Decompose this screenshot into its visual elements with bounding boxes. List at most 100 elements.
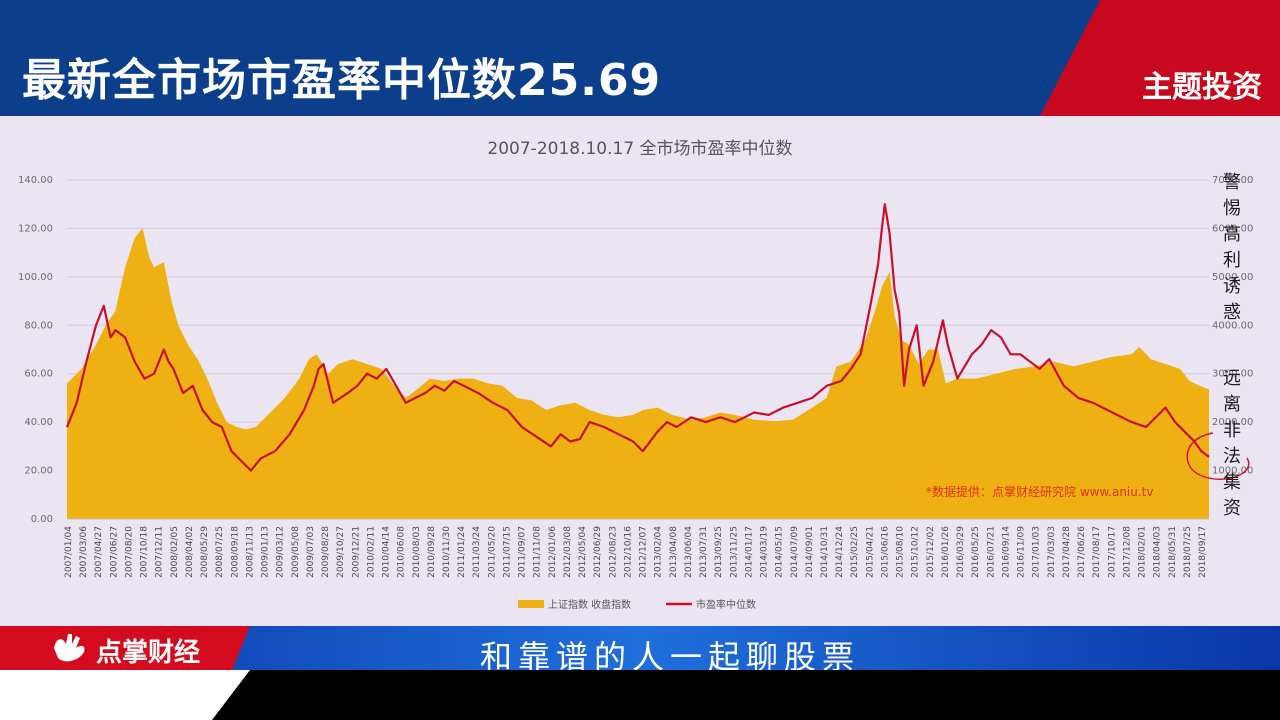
x-tick-label: 2016/09/14 xyxy=(1001,526,1011,578)
legend-label-index: 上证指数 收盘指数 xyxy=(548,598,631,611)
x-tick-label: 2011/01/24 xyxy=(457,526,467,578)
x-tick-label: 2014/12/24 xyxy=(835,526,845,578)
y-left-tick-label: 0.00 xyxy=(31,514,53,525)
x-tick-label: 2015/06/16 xyxy=(880,526,890,578)
x-tick-label: 2008/05/29 xyxy=(200,526,210,578)
x-tick-label: 2018/09/17 xyxy=(1198,526,1208,578)
x-tick-label: 2013/04/08 xyxy=(669,526,679,578)
chart-marks xyxy=(65,203,1210,519)
x-tick-label: 2009/01/13 xyxy=(261,526,271,578)
x-tick-label: 2013/07/31 xyxy=(699,526,709,578)
x-tick-label: 2009/05/08 xyxy=(291,526,301,578)
x-tick-label: 2012/12/07 xyxy=(639,526,649,578)
x-tick-label: 2014/07/09 xyxy=(790,526,800,578)
x-tick-label: 2010/06/08 xyxy=(397,526,407,578)
y-left-tick-label: 20.00 xyxy=(24,466,53,477)
circle-annotation xyxy=(1186,432,1250,480)
annotation-char: 利 xyxy=(1223,250,1241,271)
annotation-char: 惕 xyxy=(1223,198,1241,219)
x-tick-label: 2007/03/06 xyxy=(79,526,89,578)
y-right-tick-label: 4000.00 xyxy=(1212,320,1253,331)
x-tick-label: 2013/02/04 xyxy=(654,526,664,578)
chart-title: 2007-2018.10.17 全市场市盈率中位数 xyxy=(487,139,792,159)
y-axis-right: 1000.00 2000.00 3000.00 4000.00 5000.00 6000.… xyxy=(1212,175,1253,477)
y-left-tick-label: 80.00 xyxy=(24,320,53,331)
y-right-tick-label: 3000.00 xyxy=(1212,369,1253,380)
annotation-char: 集 xyxy=(1223,472,1241,493)
x-tick-label: 2017/01/03 xyxy=(1032,526,1042,578)
x-tick-label: 2017/03/03 xyxy=(1047,526,1057,578)
annotation-char: 远 xyxy=(1223,368,1241,389)
x-tick-label: 2018/05/31 xyxy=(1168,526,1178,578)
y-axis-left: 0.00 20.00 40.00 60.00 80.00 100.00 120.00 140.… xyxy=(18,175,53,525)
legend-label-pe: 市盈率中位数 xyxy=(696,598,756,611)
x-tick-label: 2015/12/02 xyxy=(926,526,936,578)
hand-circle xyxy=(1186,432,1250,480)
x-tick-label: 2008/02/05 xyxy=(170,526,180,578)
y-left-tick-label: 140.00 xyxy=(18,175,53,186)
source-note-text: *数据提供：点掌财经研究院 www.aniu.tv xyxy=(926,484,1154,499)
x-tick-label: 2017/04/28 xyxy=(1062,526,1072,578)
x-tick-label: 2007/08/20 xyxy=(124,526,134,578)
x-tick-label: 2012/08/23 xyxy=(608,526,618,578)
page-title: 最新全市场市盈率中位数25.69 xyxy=(22,55,662,106)
y-left-tick-label: 60.00 xyxy=(24,369,53,380)
x-tick-label: 2009/10/27 xyxy=(336,526,346,578)
annotation-char: 法 xyxy=(1223,446,1241,467)
y-right-tick-label: 6000.00 xyxy=(1212,223,1253,234)
x-tick-label: 2011/03/24 xyxy=(472,526,482,578)
annotation-char: 非 xyxy=(1223,420,1241,441)
footer-strip xyxy=(0,670,1280,720)
x-tick-label: 2018/07/25 xyxy=(1183,526,1193,578)
legend: 上证指数 收盘指数 市盈率中位数 xyxy=(518,598,756,611)
y-left-tick-label: 40.00 xyxy=(24,417,53,428)
x-axis: 2007/01/04 2007/03/06 2007/04/27 2007/06/27… xyxy=(64,518,1209,578)
x-tick-label: 2013/09/25 xyxy=(714,526,724,578)
x-tick-label: 2013/06/04 xyxy=(684,526,694,578)
topic-tag: 主题投资 xyxy=(1142,70,1262,105)
y-right-tick-label: 2000.00 xyxy=(1212,417,1253,428)
x-tick-label: 2014/01/17 xyxy=(744,526,754,578)
x-tick-label: 2010/04/14 xyxy=(382,526,392,578)
x-tick-label: 2015/08/10 xyxy=(896,526,906,578)
x-tick-label: 2017/06/26 xyxy=(1077,526,1087,578)
x-tick-label: 2007/04/27 xyxy=(94,526,104,578)
annotation-char: 警 xyxy=(1223,172,1241,193)
x-tick-label: 2009/12/21 xyxy=(351,526,361,578)
x-tick-label: 2008/11/13 xyxy=(245,526,255,578)
x-tick-label: 2011/05/20 xyxy=(487,526,497,578)
x-tick-label: 2015/02/25 xyxy=(850,526,860,578)
x-tick-label: 2008/07/25 xyxy=(215,526,225,578)
brand-hand-icon xyxy=(54,634,85,662)
x-tick-label: 2013/11/25 xyxy=(729,526,739,578)
brand-badge: 点掌财经 xyxy=(0,626,250,670)
brand-name: 点掌财经 xyxy=(96,638,201,668)
x-tick-label: 2010/02/11 xyxy=(366,526,376,578)
x-tick-label: 2016/03/29 xyxy=(956,526,966,578)
y-right-tick-label: 1000.00 xyxy=(1212,466,1253,477)
x-tick-label: 2011/11/08 xyxy=(533,526,543,578)
index-area-series xyxy=(67,228,1209,519)
x-tick-label: 2017/10/17 xyxy=(1107,526,1117,578)
annotation-char: 惑 xyxy=(1223,302,1241,323)
x-tick-label: 2011/07/15 xyxy=(502,526,512,578)
x-tick-label: 2014/03/19 xyxy=(760,526,770,578)
x-tick-label: 2014/09/01 xyxy=(805,526,815,578)
x-tick-label: 2010/11/30 xyxy=(442,526,452,578)
x-tick-label: 2017/12/08 xyxy=(1122,526,1132,578)
x-tick-label: 2016/05/25 xyxy=(971,526,981,578)
x-tick-label: 2012/06/29 xyxy=(593,526,603,578)
x-tick-label: 2016/01/26 xyxy=(941,526,951,578)
x-tick-label: 2007/10/18 xyxy=(140,526,150,578)
x-tick-label: 2014/10/31 xyxy=(820,526,830,578)
annotation-char: 高 xyxy=(1223,224,1241,245)
chart-panel: 2007-2018.10.17 全市场市盈率中位数 0.00 20.00 40.00… xyxy=(0,116,1280,626)
annotation-char: 诱 xyxy=(1223,276,1241,297)
x-tick-label: 2015/10/12 xyxy=(911,526,921,578)
x-tick-label: 2011/09/07 xyxy=(518,526,528,578)
footer-white-wedge xyxy=(0,670,250,720)
x-tick-label: 2012/05/04 xyxy=(578,526,588,578)
x-tick-label: 2009/08/28 xyxy=(321,526,331,578)
x-tick-label: 2010/08/03 xyxy=(412,526,422,578)
